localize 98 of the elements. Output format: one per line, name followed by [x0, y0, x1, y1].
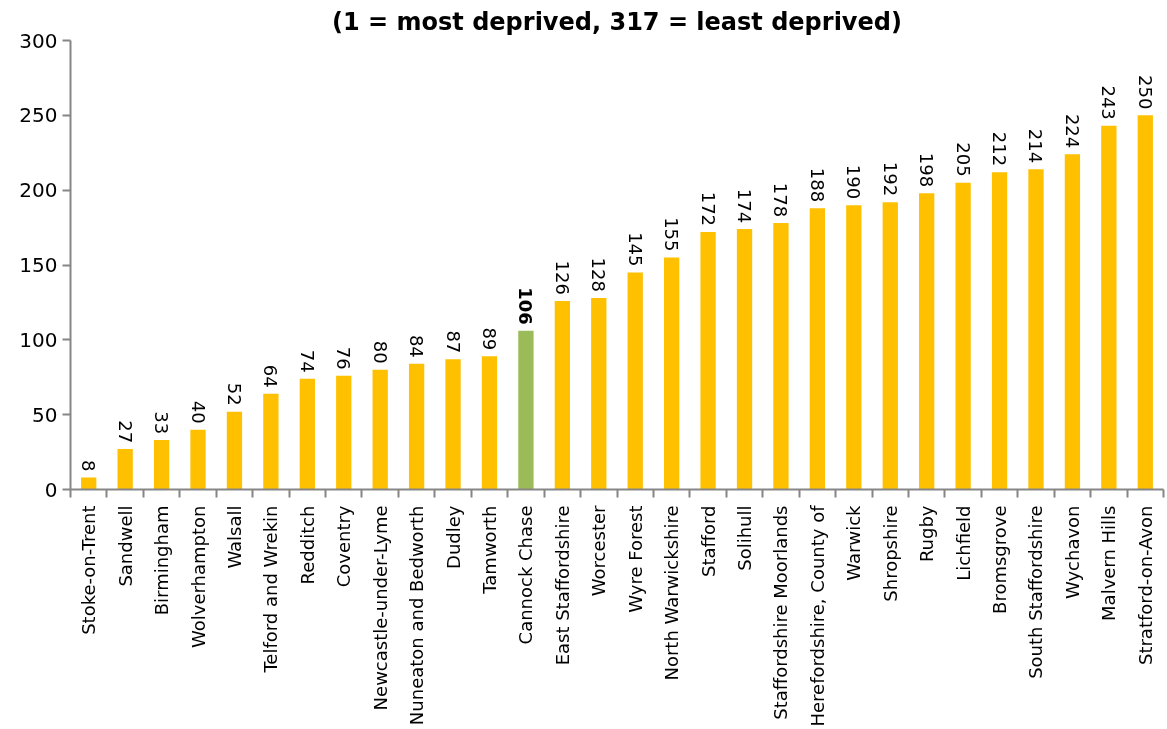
data-label: 250	[1134, 74, 1156, 110]
data-label: 192	[879, 161, 901, 197]
data-label: 155	[661, 217, 683, 252]
bar	[809, 208, 826, 490]
bar	[554, 300, 570, 490]
data-label: 84	[406, 334, 428, 358]
x-tick-label: Cannock Chase	[515, 505, 537, 645]
data-label: 76	[333, 346, 355, 370]
x-tick-label: Sandwell	[114, 505, 136, 587]
y-tick-label: 0	[44, 477, 58, 502]
x-tick-label: Malvern Hills	[1098, 505, 1120, 621]
data-label: 178	[770, 182, 792, 218]
x-tick-label: Coventry	[333, 505, 355, 588]
x-tick-label: East Staffordshire	[551, 505, 573, 666]
bar	[846, 205, 862, 490]
x-tick-label: North Warwickshire	[661, 505, 683, 681]
x-tick-label: Wyre Forest	[624, 505, 646, 613]
data-label: 205	[952, 142, 974, 177]
y-tick-label: 300	[19, 28, 58, 53]
x-tick-label: Bromsgrove	[989, 505, 1011, 614]
data-label: 128	[588, 257, 610, 292]
data-label: 145	[624, 232, 646, 267]
data-label: 87	[442, 330, 464, 354]
bar	[372, 369, 388, 490]
y-tick-label: 150	[19, 253, 58, 277]
bar	[226, 411, 243, 490]
bar	[299, 378, 315, 490]
data-label: 89	[478, 327, 500, 351]
data-label: 8	[78, 460, 100, 472]
x-tick-label: Walsall	[223, 505, 245, 569]
bar	[919, 193, 935, 490]
x-tick-label: Rugby	[916, 505, 938, 563]
data-label: 212	[989, 131, 1011, 167]
bar	[591, 297, 607, 490]
x-tick-label: Newcastle-under-Lyme	[369, 505, 391, 711]
data-label: 190	[843, 164, 865, 200]
bar	[153, 440, 170, 490]
x-tick-label: Stoke-on-Trent	[78, 505, 100, 635]
bar	[1101, 125, 1117, 490]
data-label: 243	[1098, 85, 1120, 120]
x-tick-label: Wolverhampton	[187, 505, 209, 648]
bar	[1064, 154, 1081, 490]
bar	[445, 359, 461, 490]
data-label: 174	[734, 188, 756, 224]
bar	[117, 449, 133, 490]
data-label: 40	[187, 400, 209, 424]
data-label: 52	[223, 382, 245, 406]
data-label: 188	[806, 167, 828, 203]
bar	[882, 202, 898, 490]
data-label: 198	[916, 152, 938, 188]
data-label: 27	[114, 420, 136, 444]
bar	[481, 356, 498, 490]
bar	[1137, 115, 1153, 490]
bar	[955, 182, 971, 490]
x-tick-label: Nuneaton and Bedworth	[406, 505, 428, 726]
x-tick-label: Warwick	[843, 504, 865, 581]
y-tick-label: 50	[32, 402, 58, 427]
bar	[336, 375, 352, 490]
data-label: 214	[1025, 128, 1047, 164]
data-label: 33	[151, 411, 173, 435]
data-label: 106	[515, 287, 537, 325]
data-label: 80	[369, 340, 391, 364]
bar	[408, 363, 425, 490]
bar	[518, 330, 534, 490]
bar	[263, 393, 279, 490]
chart-title: (1 = most deprived, 317 = least deprived)	[332, 7, 902, 36]
x-tick-label: Staffordshire Moorlands	[770, 505, 792, 720]
bar	[736, 229, 753, 490]
x-tick-label: Redditch	[296, 505, 318, 585]
bar	[190, 429, 206, 490]
x-tick-label: South Staffordshire	[1025, 505, 1047, 679]
bar	[1028, 169, 1044, 490]
x-tick-label: Solihull	[734, 505, 756, 571]
bar	[991, 172, 1008, 490]
bar	[773, 223, 789, 490]
x-tick-label: Tamworth	[478, 505, 500, 595]
x-tick-label: Telford and Wrekin	[260, 505, 282, 674]
x-tick-label: Dudley	[442, 505, 464, 569]
y-tick-label: 100	[19, 327, 58, 352]
data-label: 74	[296, 349, 318, 373]
x-tick-label: Stratford-on-Avon	[1134, 505, 1156, 666]
data-label: 64	[260, 364, 282, 388]
data-label: 126	[551, 260, 573, 295]
data-label: 172	[697, 191, 719, 227]
bar	[81, 477, 97, 490]
bar	[627, 272, 643, 490]
bar	[664, 257, 680, 490]
y-tick-label: 200	[19, 178, 58, 203]
x-tick-label: Stafford	[697, 505, 719, 577]
x-tick-label: Herefordshire, County of	[806, 504, 828, 727]
data-label: 224	[1061, 113, 1083, 149]
x-tick-label: Birmingham	[151, 505, 173, 616]
x-tick-label: Worcester	[588, 504, 610, 597]
x-tick-label: Shropshire	[879, 505, 901, 602]
x-tick-label: Wychavon	[1061, 505, 1083, 600]
y-tick-label: 250	[19, 103, 58, 128]
x-tick-label: Lichfield	[952, 505, 974, 581]
bar	[700, 232, 716, 490]
